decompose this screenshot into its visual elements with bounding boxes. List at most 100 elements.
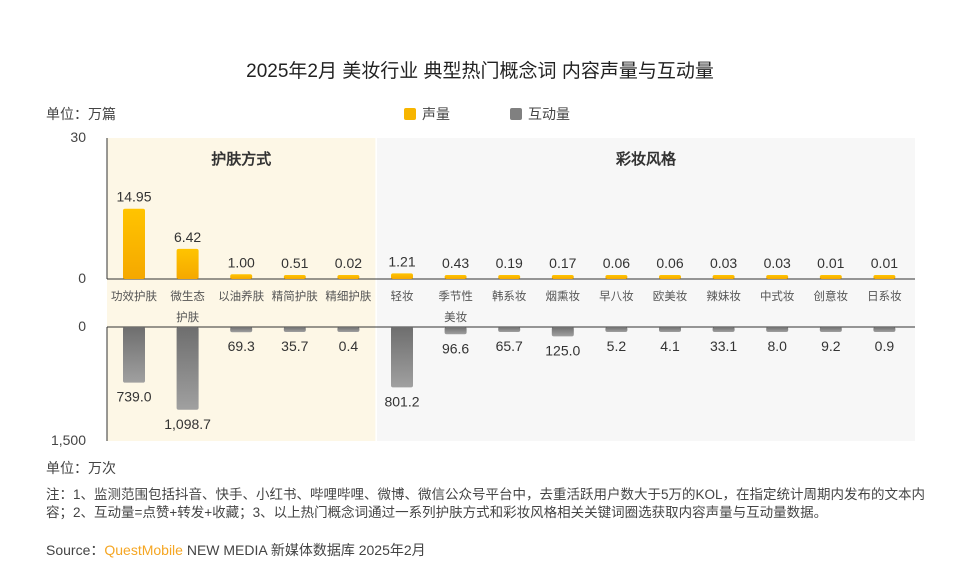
interaction-label: 0.4 [339, 338, 359, 354]
volume-label: 0.01 [871, 255, 898, 271]
category-label: 精细护肤 [325, 289, 371, 303]
category-label: 日系妆 [867, 290, 902, 303]
interaction-label: 801.2 [384, 393, 419, 409]
volume-label: 0.03 [710, 255, 737, 271]
category-label: 轻妆 [391, 289, 414, 303]
category-label: 中式妆 [760, 290, 795, 303]
category-label: 辣妹妆 [706, 289, 741, 303]
volume-bar [712, 275, 735, 279]
volume-label: 6.42 [174, 229, 201, 245]
interaction-bar [551, 327, 574, 337]
category-label: 以油养肤 [218, 289, 264, 303]
volume-label: 0.19 [496, 255, 523, 271]
volume-bar [230, 274, 253, 279]
footnote: 注：1、监测范围包括抖音、快手、小红书、哔哩哔哩、微博、微信公众号平台中，去重活… [46, 487, 926, 520]
source-prefix: Source： [46, 542, 105, 558]
legend-label: 互动量 [528, 106, 570, 122]
chart-title: 2025年2月 美妆行业 典型热门概念词 内容声量与互动量 [246, 61, 714, 82]
category-label: 美妆 [444, 310, 467, 324]
group-label: 护肤方式 [211, 150, 271, 168]
interaction-bar [873, 327, 896, 332]
interaction-bar [498, 327, 521, 332]
y-tick-bottom-zero: 0 [78, 318, 86, 334]
volume-label: 0.17 [549, 255, 576, 271]
interaction-bar [444, 327, 467, 335]
interaction-bar [123, 327, 145, 383]
interaction-label: 69.3 [228, 338, 255, 354]
interaction-bar [337, 327, 360, 332]
y-tick-top-zero: 0 [78, 270, 86, 286]
y-tick-top-max: 30 [70, 129, 86, 145]
group-background [377, 138, 915, 441]
category-label: 功效护肤 [111, 289, 157, 303]
legend-swatch [510, 108, 522, 120]
legend-swatch [404, 108, 416, 120]
interaction-label: 35.7 [281, 338, 308, 354]
category-label: 季节性 [438, 289, 473, 303]
interaction-bar [283, 327, 306, 332]
y-tick-bottom-max: 1,500 [50, 432, 86, 448]
interaction-label: 1,098.7 [164, 416, 211, 432]
category-label: 精简护肤 [272, 289, 318, 303]
volume-bar [391, 273, 413, 279]
interaction-bar [605, 327, 628, 332]
legend-label: 声量 [422, 106, 450, 122]
category-label: 早八妆 [599, 290, 634, 303]
interaction-label: 65.7 [496, 338, 523, 354]
interaction-bar [391, 327, 413, 388]
group-background [107, 138, 376, 441]
volume-label: 0.43 [442, 255, 469, 271]
volume-bar [605, 275, 628, 279]
legend-item-volume: 声量 [404, 104, 450, 124]
volume-label: 0.06 [656, 255, 683, 271]
volume-bar [123, 208, 145, 279]
volume-bar [283, 275, 306, 279]
volume-label: 1.21 [388, 253, 415, 269]
group-label: 彩妆风格 [615, 150, 677, 168]
volume-bar [551, 275, 574, 279]
category-label: 韩系妆 [492, 289, 527, 303]
interaction-bar [659, 327, 681, 332]
legend-item-interaction: 互动量 [510, 104, 570, 124]
interaction-bar [766, 327, 789, 332]
volume-bar [766, 275, 789, 279]
volume-label: 0.51 [281, 255, 308, 271]
interaction-label: 4.1 [660, 338, 680, 354]
volume-bar [498, 275, 521, 279]
category-label: 护肤 [176, 310, 199, 324]
volume-label: 14.95 [116, 189, 151, 205]
interaction-bar [176, 327, 199, 410]
interaction-label: 8.0 [767, 338, 787, 354]
interaction-label: 739.0 [116, 389, 151, 405]
interaction-bar [712, 327, 735, 332]
volume-bar [176, 248, 199, 279]
interaction-bar [819, 327, 842, 332]
interaction-label: 33.1 [710, 338, 737, 354]
source-text: NEW MEDIA 新媒体数据库 2025年2月 [182, 542, 426, 558]
unit-bottom: 单位：万次 [46, 460, 116, 476]
volume-label: 0.01 [817, 255, 844, 271]
volume-bar [819, 275, 842, 279]
interaction-label: 96.6 [442, 340, 469, 356]
volume-label: 1.00 [228, 254, 255, 270]
interaction-bar [230, 327, 253, 333]
category-label: 烟熏妆 [546, 289, 581, 303]
volume-bar [659, 275, 681, 279]
source-brand: QuestMobile [104, 542, 183, 558]
volume-bar [873, 275, 896, 279]
interaction-label: 9.2 [821, 338, 841, 354]
volume-label: 0.06 [603, 255, 630, 271]
category-label: 微生态 [170, 289, 205, 303]
source-line: Source：QuestMobile NEW MEDIA 新媒体数据库 2025… [46, 540, 426, 560]
interaction-label: 0.9 [875, 338, 895, 354]
category-label: 创意妆 [814, 289, 849, 303]
interaction-label: 5.2 [607, 338, 627, 354]
unit-top: 单位：万篇 [46, 106, 116, 122]
category-label: 欧美妆 [653, 289, 688, 303]
volume-label: 0.02 [335, 255, 362, 271]
volume-bar [444, 275, 467, 279]
volume-label: 0.03 [764, 255, 791, 271]
volume-bar [337, 275, 360, 279]
interaction-label: 125.0 [545, 342, 580, 358]
